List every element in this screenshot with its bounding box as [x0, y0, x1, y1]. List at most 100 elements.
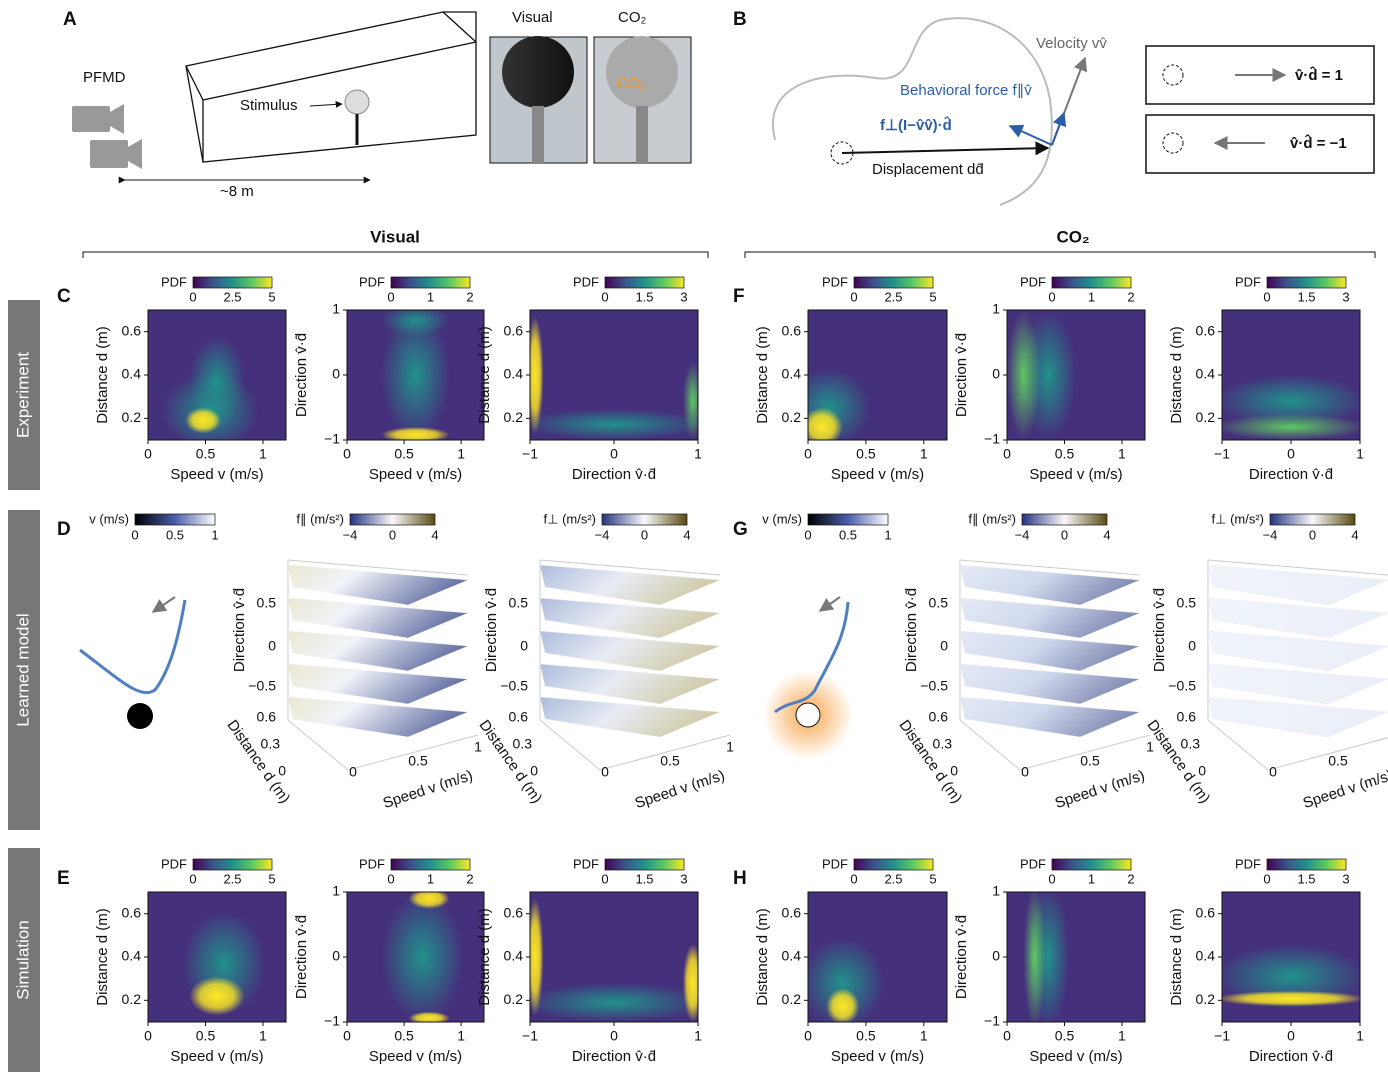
- x-axis-label: Speed v (m/s): [170, 1048, 263, 1065]
- panel-letter: B: [733, 9, 747, 30]
- speed-tick-label: 0: [1269, 764, 1277, 780]
- colorbar: [193, 277, 272, 288]
- colorbar-tick: −4: [343, 527, 358, 542]
- y-tick-label: 1: [332, 301, 340, 317]
- speed-axis-label: Speed v (m/s): [1301, 767, 1388, 812]
- speed-axis-label: Speed v (m/s): [1053, 767, 1147, 812]
- y-tick-label: 0.2: [1196, 991, 1216, 1007]
- photo-pole: [532, 106, 544, 163]
- y-tick-label: 0.2: [782, 409, 802, 425]
- y-tick-label: 1: [992, 883, 1000, 899]
- colorbar-tick: −4: [1015, 527, 1030, 542]
- behavioral-label: Behavioral force f∥v̂: [900, 82, 1032, 99]
- y-tick-label: 0.2: [122, 409, 142, 425]
- x-tick-label: 0: [1003, 1028, 1011, 1044]
- y-tick-label: 0: [992, 366, 1000, 382]
- colorbar-tick: 5: [268, 289, 275, 304]
- colorbar: [1052, 859, 1131, 870]
- y-tick-label: −1: [324, 1013, 340, 1029]
- panel-letter: G: [733, 519, 748, 540]
- model-surface: [288, 631, 468, 671]
- group-title: Visual: [370, 227, 420, 246]
- speed-tick-label: 0: [1021, 764, 1029, 780]
- pfmd-label: PFMD: [83, 69, 126, 86]
- colorbar: [391, 277, 470, 288]
- model-surface: [960, 631, 1140, 671]
- x-tick-label: 1: [920, 446, 928, 462]
- y-axis-label: Distance d (m): [1168, 908, 1185, 1006]
- colorbar-label: f⊥ (m/s²): [1212, 511, 1264, 526]
- model-surface: [960, 697, 1140, 737]
- distance-tick-label: 0.6: [509, 709, 529, 725]
- x-tick-label: 0: [804, 446, 812, 462]
- box-label: v̂·d̂ = −1: [1290, 133, 1347, 152]
- y-tick-label: 0: [992, 948, 1000, 964]
- photo-label: Visual: [512, 9, 553, 26]
- colorbar-tick: 2: [466, 871, 473, 886]
- x-axis-label: Speed v (m/s): [1029, 466, 1122, 483]
- z-tick-label: 0: [268, 638, 276, 654]
- y-tick-label: 0.4: [122, 366, 142, 382]
- colorbar-tick: −4: [1263, 527, 1278, 542]
- colorbar: [605, 277, 684, 288]
- colorbar-tick: 0: [1309, 527, 1316, 542]
- model-surface: [1208, 565, 1388, 605]
- colorbar-tick: 5: [268, 871, 275, 886]
- colorbar-label: f∥ (m/s²): [296, 511, 344, 526]
- model-surface: [540, 664, 720, 704]
- z-tick-label: −0.5: [920, 678, 948, 694]
- colorbar: [135, 514, 215, 525]
- colorbar-tick: 3: [680, 289, 687, 304]
- colorbar-tick: 0: [1048, 289, 1055, 304]
- colorbar: [1052, 277, 1131, 288]
- colorbar-tick: 0: [850, 289, 857, 304]
- co2-tag: CO₂: [617, 75, 646, 92]
- heatmap-density: [522, 983, 707, 1022]
- speed-tick-label: 1: [1146, 739, 1154, 755]
- group-title: CO₂: [1056, 227, 1089, 246]
- y-axis-label: Distance d (m): [476, 908, 493, 1006]
- distance-tick-label: 0.6: [929, 709, 949, 725]
- x-axis-label: Direction v̂·d̂: [1249, 1048, 1333, 1065]
- y-tick-label: −1: [984, 1013, 1000, 1029]
- displacement-arrow: [842, 148, 1048, 153]
- model-surface: [960, 565, 1140, 605]
- panel-letter: C: [57, 286, 71, 307]
- x-tick-label: 0.5: [1055, 1028, 1075, 1044]
- y-tick-label: 1: [332, 883, 340, 899]
- flight-arena: [186, 12, 476, 162]
- y-axis-label: Distance d (m): [476, 326, 493, 424]
- y-tick-label: 0.4: [504, 948, 524, 964]
- colorbar-tick: 4: [431, 527, 438, 542]
- heading-arrow: [153, 597, 175, 612]
- photo-sphere: [606, 36, 678, 108]
- colorbar-tick: 0: [1061, 527, 1068, 542]
- cameras: [72, 104, 142, 169]
- stimulus-label: Stimulus: [240, 97, 298, 114]
- y-tick-label: 0.6: [504, 322, 524, 338]
- x-axis-label: Speed v (m/s): [170, 466, 263, 483]
- model-surface: [1208, 598, 1388, 638]
- y-tick-label: 0.4: [1196, 366, 1216, 382]
- colorbar-tick: 0: [131, 527, 138, 542]
- x-tick-label: −1: [522, 1028, 538, 1044]
- colorbar-tick: 1: [427, 871, 434, 886]
- colorbar: [854, 859, 933, 870]
- colorbar-tick: 2: [466, 289, 473, 304]
- distance-tick-label: 0.3: [513, 736, 533, 752]
- colorbar-tick: −4: [595, 527, 610, 542]
- x-tick-label: 1: [694, 1028, 702, 1044]
- x-tick-label: −1: [1214, 446, 1230, 462]
- z-tick-label: 0.5: [509, 595, 529, 611]
- x-tick-label: 0: [1287, 446, 1295, 462]
- distance-tick-label: 0.6: [257, 709, 277, 725]
- colorbar-tick: 0: [387, 871, 394, 886]
- colorbar-tick: 3: [680, 871, 687, 886]
- x-axis-label: Direction v̂·d̂: [572, 466, 656, 483]
- stimulus-sphere: [345, 90, 369, 114]
- x-tick-label: 0.5: [1055, 446, 1075, 462]
- y-tick-label: 0.2: [1196, 409, 1216, 425]
- y-tick-label: 0.4: [782, 366, 802, 382]
- heatmap-density: [1215, 991, 1367, 1007]
- colorbar-tick: 0: [1263, 289, 1270, 304]
